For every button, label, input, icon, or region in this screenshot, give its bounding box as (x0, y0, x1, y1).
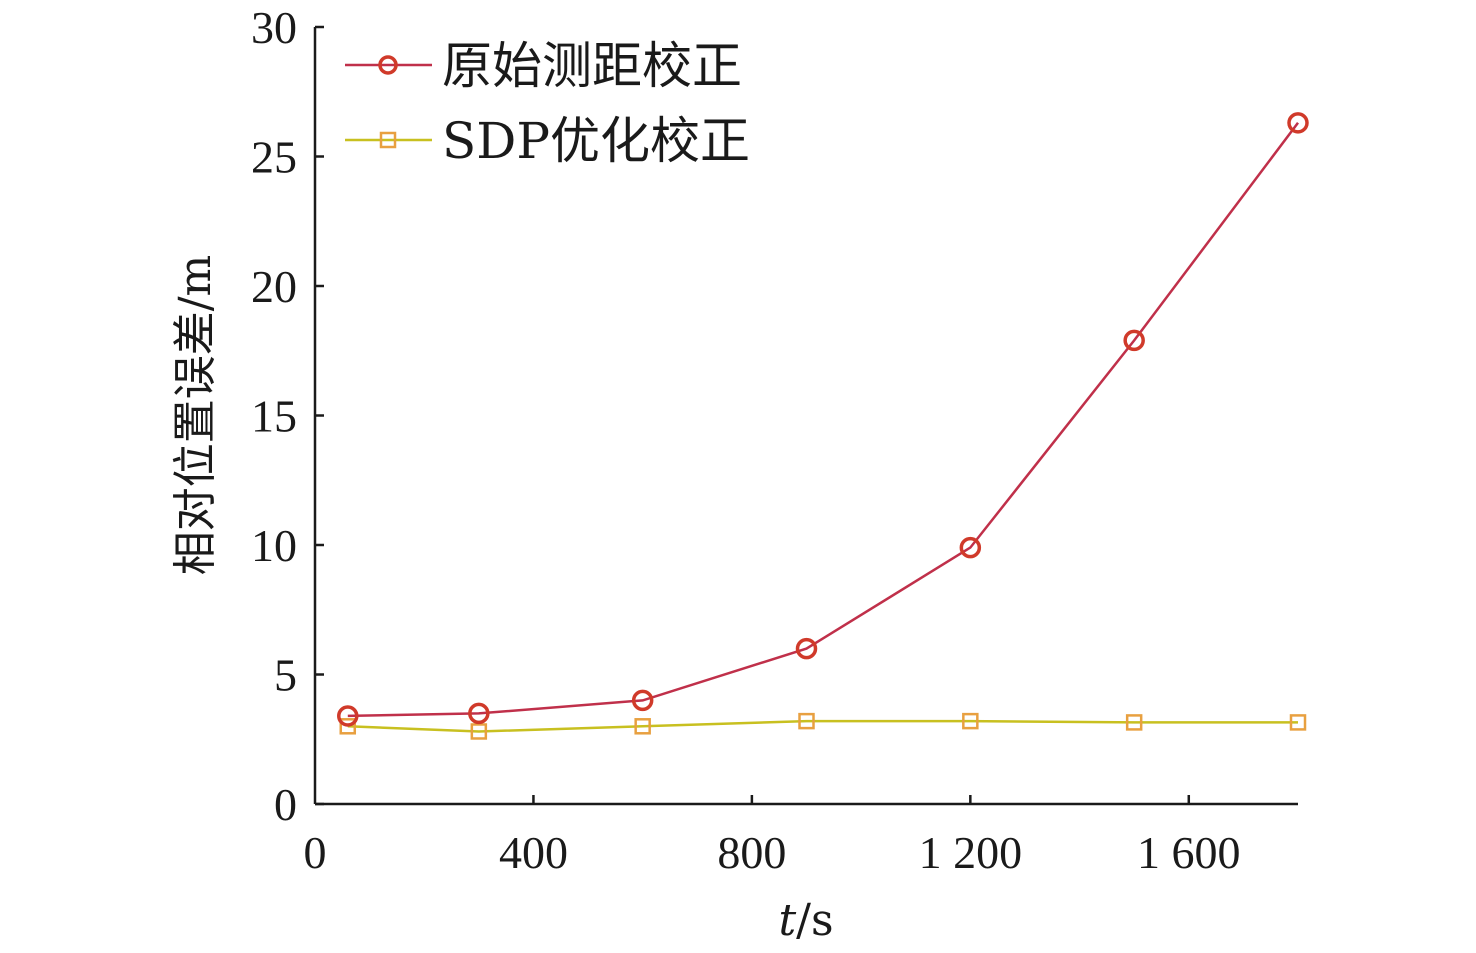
x-axis-title-variable: t (778, 895, 796, 946)
data-point (962, 712, 979, 730)
x-tick-label: 1 600 (1137, 827, 1241, 878)
data-point (798, 712, 815, 730)
x-tick-label: 0 (304, 827, 327, 878)
y-tick-label: 15 (251, 391, 297, 442)
data-point (959, 536, 982, 559)
legend-label-sdp: SDP优化校正 (442, 112, 750, 170)
y-ticks: 0 5 10 15 20 25 30 (251, 2, 324, 830)
data-point (468, 702, 490, 725)
x-tick-label: 800 (717, 827, 786, 878)
series-layer (337, 112, 1309, 740)
legend-swatch-marker-original (378, 55, 398, 75)
legend-item-sdp: SDP优化校正 (345, 112, 750, 170)
legend-item-original: 原始测距校正 (345, 37, 742, 95)
series-sdp (339, 712, 1307, 740)
series-line (347, 719, 1298, 733)
y-tick-label: 20 (251, 261, 297, 312)
x-axis-title-unit: /s (796, 895, 833, 946)
y-tick-label: 0 (274, 779, 297, 830)
series-original (337, 112, 1309, 727)
x-tick-label: 400 (499, 827, 568, 878)
x-tick-label: 1 200 (919, 827, 1023, 878)
x-axis-title: t/s (778, 895, 833, 946)
data-point (1289, 714, 1307, 731)
data-point (470, 723, 488, 740)
data-point (1125, 714, 1143, 731)
legend: 原始测距校正 SDP优化校正 (345, 37, 750, 170)
y-axis-title: 相对位置误差/m (170, 255, 221, 576)
y-tick-label: 10 (251, 520, 297, 571)
data-point (1287, 112, 1309, 134)
data-point (337, 705, 359, 727)
legend-swatch-marker-sdp (379, 131, 397, 149)
legend-label-original: 原始测距校正 (442, 37, 742, 95)
data-point (1123, 329, 1145, 352)
data-point (631, 689, 654, 712)
data-point (339, 718, 357, 735)
y-tick-label: 25 (251, 132, 297, 183)
data-point (634, 718, 651, 735)
series-line (347, 122, 1299, 718)
y-tick-label: 30 (251, 2, 297, 53)
data-point (795, 637, 818, 660)
x-ticks: 0 400 800 1 200 1 600 (304, 795, 1241, 878)
y-tick-label: 5 (274, 650, 297, 701)
